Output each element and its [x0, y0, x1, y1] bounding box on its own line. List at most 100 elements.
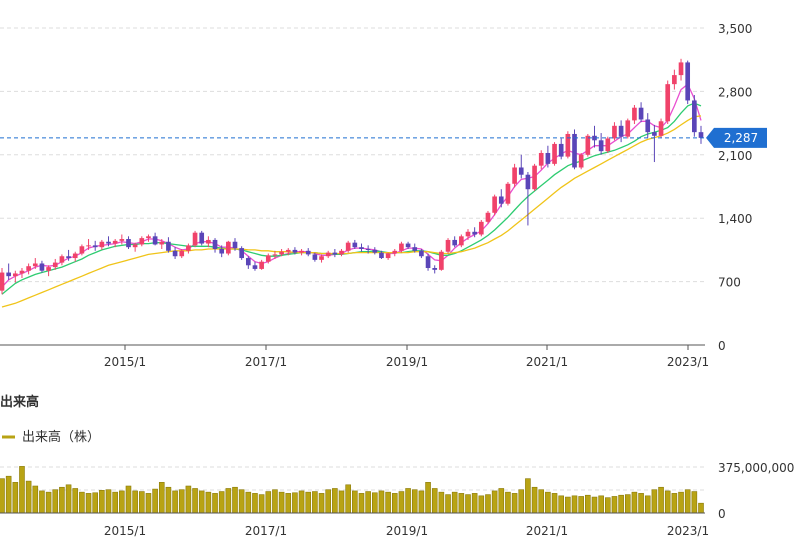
candle-body: [572, 133, 577, 168]
candle-body: [19, 270, 25, 274]
volume-bar: [39, 490, 45, 514]
price-candles: [0, 58, 704, 295]
candle-body: [545, 152, 551, 164]
candle-body: [585, 135, 591, 155]
candle-body: [159, 241, 165, 245]
candle: [652, 124, 657, 163]
volume-bar: [12, 482, 19, 514]
volume-bar: [332, 488, 338, 514]
candle: [279, 248, 284, 257]
candle-body: [552, 143, 557, 164]
candle: [126, 236, 131, 249]
candle: [525, 172, 531, 226]
volume-bar: [45, 491, 52, 514]
candle: [405, 241, 411, 249]
volume-bar: [605, 497, 611, 514]
volume-bar: [651, 489, 658, 514]
candle-body: [239, 248, 244, 259]
candle-body: [419, 250, 424, 257]
candle: [6, 263, 11, 280]
volume-bar: [345, 484, 351, 514]
volume-bar: [425, 482, 431, 514]
candle-body: [392, 250, 398, 254]
volume-bar: [644, 495, 651, 514]
candle: [79, 244, 85, 256]
volume-bar: [99, 490, 105, 514]
candle-body: [405, 243, 411, 248]
moving-average-ma-long: [1, 115, 702, 308]
candle: [259, 259, 264, 270]
volume-bar: [391, 493, 398, 514]
volume-bar: [518, 489, 525, 514]
candle: [106, 236, 111, 247]
candle: [119, 234, 125, 245]
volume-bar: [365, 491, 371, 514]
candle-body: [685, 62, 691, 101]
candle: [186, 243, 191, 254]
candle-body: [465, 231, 471, 237]
candle: [678, 58, 684, 81]
candle: [52, 258, 58, 270]
volume-bar: [205, 491, 212, 514]
candle: [172, 247, 178, 259]
volume-bar: [551, 493, 558, 514]
price-y-tick: 700: [718, 276, 741, 290]
candle: [86, 239, 91, 250]
volume-bar: [372, 492, 378, 514]
volume-bar: [438, 491, 445, 514]
volume-bar: [312, 491, 318, 514]
candle: [379, 250, 384, 259]
volume-legend[interactable]: 出来高（株）: [2, 429, 100, 445]
candle-body: [299, 250, 304, 253]
volume-bar: [218, 491, 225, 514]
candle: [658, 118, 664, 138]
candle: [26, 263, 31, 275]
price-gridlines: [0, 27, 705, 283]
candle-body: [46, 267, 51, 271]
candle: [179, 248, 185, 259]
volume-bar: [192, 488, 198, 514]
volume-y-tick-labels: 375,000,000 0: [718, 461, 794, 521]
volume-bar: [238, 489, 245, 514]
price-y-tick: 0: [718, 339, 726, 353]
volume-bar: [405, 488, 411, 514]
candle: [339, 248, 344, 257]
volume-bar: [158, 482, 165, 514]
volume-bar: [671, 493, 678, 514]
candle-body: [365, 248, 371, 250]
volume-legend-label: 出来高（株）: [22, 429, 100, 445]
volume-bar: [212, 493, 218, 514]
candle-body: [6, 272, 11, 277]
volume-bar: [585, 494, 591, 514]
candle-body: [79, 246, 85, 254]
candle-body: [332, 252, 338, 255]
candle-body: [86, 245, 91, 247]
moving-average-lines: [1, 83, 702, 308]
volume-x-tick-labels: 2015/1 2017/1 2019/1 2021/1 2023/1: [104, 524, 709, 538]
volume-bar: [172, 490, 178, 514]
candle-body: [179, 250, 185, 257]
candle: [498, 189, 504, 208]
current-price-marker: 2,287: [0, 127, 767, 148]
candle: [598, 133, 604, 155]
candle-body: [26, 266, 31, 271]
candle: [292, 247, 298, 255]
candle: [612, 122, 617, 141]
candle-body: [692, 100, 697, 133]
candle-body: [532, 165, 537, 190]
current-price-label: 2,287: [724, 131, 758, 145]
candle: [632, 104, 637, 125]
candle-body: [578, 154, 584, 168]
volume-bar: [458, 493, 465, 514]
volume-bar: [505, 491, 511, 514]
candle-body: [12, 273, 18, 277]
candle: [439, 249, 444, 271]
volume-bar: [631, 491, 638, 514]
candle: [92, 240, 98, 251]
candle-body: [126, 239, 131, 248]
candle-body: [272, 254, 278, 256]
candle: [618, 120, 624, 143]
candle-body: [379, 252, 384, 259]
volume-bar: [378, 490, 385, 514]
volume-bar: [85, 493, 92, 514]
